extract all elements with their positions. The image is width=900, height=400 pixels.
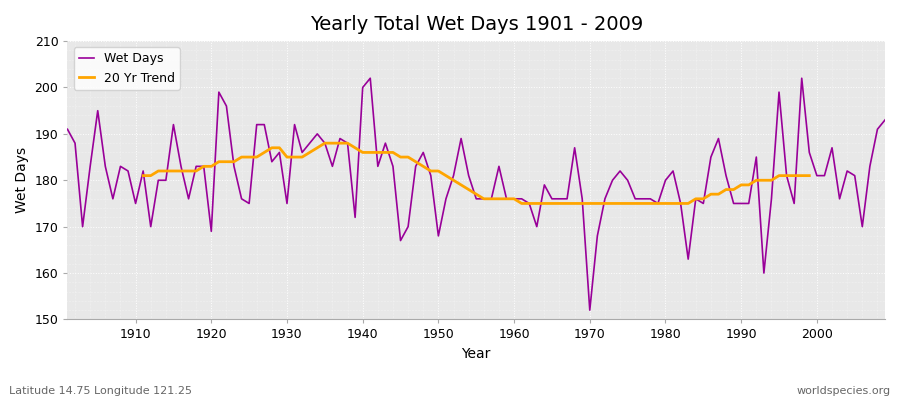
Title: Yearly Total Wet Days 1901 - 2009: Yearly Total Wet Days 1901 - 2009	[310, 15, 643, 34]
20 Yr Trend	[402, 155, 413, 160]
Y-axis label: Wet Days: Wet Days	[15, 147, 29, 213]
Wet Days	[879, 118, 890, 122]
Wet Days	[517, 196, 527, 201]
Wet Days	[122, 168, 133, 173]
X-axis label: Year: Year	[462, 347, 490, 361]
Wet Days	[584, 308, 595, 312]
20 Yr Trend	[206, 164, 217, 169]
20 Yr Trend	[743, 182, 754, 187]
20 Yr Trend	[274, 145, 284, 150]
20 Yr Trend	[486, 196, 497, 201]
20 Yr Trend	[804, 173, 814, 178]
Wet Days	[508, 196, 519, 201]
20 Yr Trend	[517, 201, 527, 206]
20 Yr Trend	[221, 159, 232, 164]
Wet Days	[62, 127, 73, 132]
Wet Days	[364, 76, 375, 81]
Wet Days	[289, 122, 300, 127]
Legend: Wet Days, 20 Yr Trend: Wet Days, 20 Yr Trend	[74, 47, 180, 90]
20 Yr Trend	[320, 141, 330, 146]
Wet Days	[615, 168, 626, 173]
Text: Latitude 14.75 Longitude 121.25: Latitude 14.75 Longitude 121.25	[9, 386, 192, 396]
Text: worldspecies.org: worldspecies.org	[796, 386, 891, 396]
Line: Wet Days: Wet Days	[68, 78, 885, 310]
20 Yr Trend	[138, 173, 148, 178]
Line: 20 Yr Trend: 20 Yr Trend	[143, 143, 809, 204]
Wet Days	[335, 136, 346, 141]
